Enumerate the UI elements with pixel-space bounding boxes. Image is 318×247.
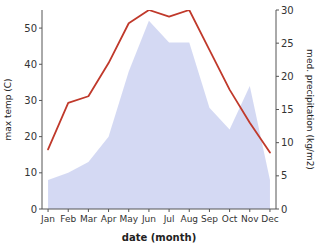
x-tick (269, 209, 270, 212)
x-tick-label: Jun (141, 214, 156, 224)
x-tick (169, 209, 170, 212)
x-axis-label: date (month) (122, 232, 196, 243)
y2-tick (276, 43, 279, 44)
x-tick-label: Aug (180, 214, 198, 224)
temperature-line (48, 10, 270, 153)
x-tick-label: May (119, 214, 138, 224)
x-tick (88, 209, 89, 212)
x-tick (229, 209, 230, 212)
marks (48, 10, 270, 209)
x-tick (249, 209, 250, 212)
y-axis-line (42, 10, 43, 209)
y-tick (39, 100, 42, 101)
x-tick-label: Jul (163, 214, 175, 224)
y-tick-label: 20 (24, 131, 37, 142)
precipitation-area (48, 21, 270, 209)
x-tick (148, 209, 149, 212)
y2-tick-label: 0 (281, 204, 287, 215)
y-axis-label: max temp (C) (3, 78, 13, 140)
x-tick (68, 209, 69, 212)
chart: JanFebMarAprMayJunJulAugSepOctNovDec0102… (0, 0, 318, 247)
x-tick (48, 209, 49, 212)
y2-axis-label: med. precipitation (kg/m2) (305, 49, 315, 170)
y2-tick-label: 10 (281, 137, 294, 148)
y2-tick (276, 109, 279, 110)
y-tick (39, 172, 42, 173)
y-tick-label: 30 (24, 95, 37, 106)
x-tick-label: Nov (241, 214, 259, 224)
x-tick-label: Mar (80, 214, 97, 224)
y2-tick (276, 209, 279, 210)
y2-tick-label: 5 (281, 170, 287, 181)
y2-tick (276, 142, 279, 143)
y2-tick (276, 175, 279, 176)
x-tick-label: Apr (101, 214, 117, 224)
y2-tick-label: 25 (281, 38, 294, 49)
y-tick (39, 28, 42, 29)
y-tick (39, 136, 42, 137)
x-tick-label: Feb (60, 214, 76, 224)
x-tick (108, 209, 109, 212)
y-tick-label: 0 (31, 204, 37, 215)
x-tick-label: Dec (261, 214, 278, 224)
x-tick-label: Sep (201, 214, 218, 224)
y2-tick-label: 30 (281, 5, 294, 16)
x-tick-label: Jan (40, 214, 55, 224)
y-tick (39, 64, 42, 65)
x-tick (128, 209, 129, 212)
x-tick-label: Oct (222, 214, 238, 224)
y2-tick (276, 76, 279, 77)
y-tick (39, 209, 42, 210)
y-tick-label: 40 (24, 59, 37, 70)
x-axis-line (42, 209, 276, 210)
y-tick-label: 50 (24, 23, 37, 34)
y2-tick-label: 20 (281, 71, 294, 82)
y-tick-label: 10 (24, 167, 37, 178)
x-tick (209, 209, 210, 212)
y2-tick (276, 10, 279, 11)
y2-tick-label: 15 (281, 104, 294, 115)
x-tick (189, 209, 190, 212)
